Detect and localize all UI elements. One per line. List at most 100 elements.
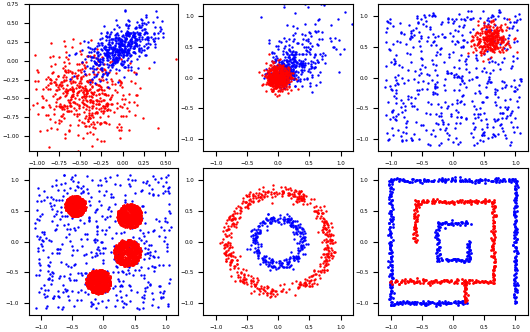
Point — [81, 85, 89, 90]
Point — [128, 260, 137, 265]
Point — [454, 29, 463, 34]
Point — [289, 224, 297, 230]
Point — [125, 240, 134, 245]
Point — [277, 260, 285, 266]
Point — [93, 271, 102, 276]
Point — [133, 256, 142, 261]
Point — [125, 255, 134, 260]
Point — [277, 69, 285, 74]
Point — [504, 40, 512, 45]
Point — [284, 72, 293, 77]
Point — [133, 260, 142, 266]
Point — [411, 224, 419, 229]
Point — [405, 51, 414, 56]
Point — [492, 42, 500, 47]
Point — [74, 211, 83, 216]
Point — [263, 75, 271, 81]
Point — [108, 79, 117, 84]
Point — [56, 113, 65, 118]
Point — [450, 256, 459, 262]
Point — [410, 213, 418, 219]
Point — [233, 261, 241, 267]
Point — [489, 206, 498, 211]
Point — [90, 272, 98, 277]
Point — [481, 29, 489, 35]
Point — [96, 276, 105, 281]
Point — [49, 196, 57, 202]
Point — [476, 279, 484, 285]
Point — [131, 249, 140, 255]
Point — [72, 212, 81, 217]
Point — [129, 254, 138, 259]
Point — [112, 249, 120, 254]
Point — [273, 76, 281, 82]
Point — [385, 181, 394, 186]
Point — [217, 240, 226, 245]
Point — [87, 285, 95, 290]
Point — [45, 237, 53, 242]
Point — [283, 219, 292, 224]
Point — [103, 276, 112, 281]
Point — [408, 299, 416, 305]
Point — [278, 71, 286, 77]
Point — [270, 74, 278, 79]
Point — [122, 223, 131, 228]
Point — [266, 79, 275, 84]
Point — [413, 198, 422, 204]
Point — [133, 38, 142, 43]
Point — [420, 178, 428, 183]
Point — [463, 292, 472, 298]
Point — [510, 280, 518, 286]
Point — [89, 270, 98, 276]
Point — [236, 207, 244, 212]
Point — [89, 269, 98, 274]
Point — [94, 289, 103, 294]
Point — [135, 207, 143, 212]
Point — [135, 45, 144, 51]
Point — [136, 215, 144, 220]
Point — [104, 287, 112, 292]
Point — [454, 110, 462, 115]
Point — [45, 144, 53, 149]
Point — [78, 200, 86, 206]
Point — [68, 100, 77, 105]
Point — [496, 110, 505, 115]
Point — [275, 79, 283, 84]
Point — [511, 271, 519, 277]
Point — [450, 220, 459, 225]
Point — [279, 218, 288, 224]
Point — [272, 191, 281, 197]
Point — [271, 194, 279, 199]
Point — [400, 279, 409, 284]
Point — [55, 87, 63, 92]
Point — [72, 196, 80, 201]
Point — [112, 253, 121, 258]
Point — [233, 262, 241, 267]
Point — [69, 86, 77, 92]
Point — [251, 284, 260, 289]
Point — [276, 64, 285, 69]
Point — [65, 198, 74, 203]
Point — [392, 95, 400, 101]
Point — [275, 70, 284, 76]
Point — [492, 34, 501, 39]
Point — [268, 50, 276, 56]
Point — [488, 37, 496, 42]
Point — [245, 193, 253, 198]
Point — [286, 63, 295, 69]
Point — [403, 299, 412, 304]
Point — [116, 213, 125, 218]
Point — [282, 70, 291, 75]
Point — [110, 82, 119, 87]
Point — [283, 80, 292, 86]
Point — [127, 202, 136, 207]
Point — [111, 254, 119, 259]
Point — [490, 21, 498, 27]
Point — [101, 175, 109, 180]
Point — [271, 73, 279, 78]
Point — [135, 47, 143, 52]
Point — [72, 203, 80, 208]
Point — [131, 221, 139, 226]
Point — [277, 79, 286, 84]
Point — [407, 135, 416, 140]
